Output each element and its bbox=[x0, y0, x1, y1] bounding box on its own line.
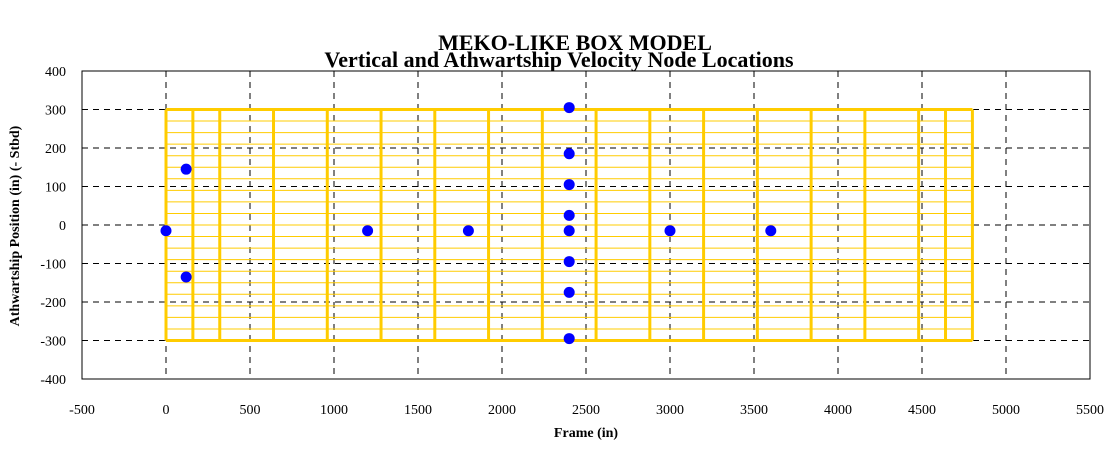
data-point bbox=[180, 163, 192, 175]
data-point bbox=[160, 225, 172, 237]
y-tick-label: -200 bbox=[40, 296, 66, 311]
data-point bbox=[563, 179, 575, 191]
data-point bbox=[563, 148, 575, 160]
x-tick-label: 5500 bbox=[1076, 403, 1104, 418]
box-model bbox=[164, 108, 974, 342]
x-tick-label: 1500 bbox=[404, 403, 432, 418]
y-tick-labels: 400 300 200 100 0 -100 -200 -300 -400 bbox=[40, 65, 66, 388]
y-tick-label: -400 bbox=[40, 373, 66, 388]
chart-subtitle: Vertical and Athwartship Velocity Node L… bbox=[324, 47, 794, 72]
x-tick-label: 2000 bbox=[488, 403, 516, 418]
x-tick-label: 4500 bbox=[908, 403, 936, 418]
chart-title: MEKO-LIKE BOX MODEL bbox=[438, 30, 712, 55]
data-point bbox=[563, 286, 575, 298]
data-point bbox=[462, 225, 474, 237]
y-tick-label: 100 bbox=[45, 181, 66, 196]
data-point bbox=[563, 209, 575, 221]
y-tick-label: 300 bbox=[45, 104, 66, 119]
x-axis-label: Frame (in) bbox=[554, 426, 618, 441]
y-tick-label: 200 bbox=[45, 142, 66, 157]
y-tick-label: 0 bbox=[59, 219, 66, 234]
y-tick-label: 400 bbox=[45, 65, 66, 80]
x-tick-label: 4000 bbox=[824, 403, 852, 418]
data-point bbox=[563, 225, 575, 237]
x-tick-label: 5000 bbox=[992, 403, 1020, 418]
data-point bbox=[362, 225, 374, 237]
data-point bbox=[563, 256, 575, 268]
x-tick-label: 1000 bbox=[320, 403, 348, 418]
x-tick-label: 2500 bbox=[572, 403, 600, 418]
data-point bbox=[664, 225, 676, 237]
x-tick-label: 0 bbox=[163, 403, 170, 418]
x-tick-labels: -500 0 500 1000 1500 2000 2500 3000 3500 4000 4500… bbox=[69, 403, 1104, 418]
data-point bbox=[563, 102, 575, 114]
data-point bbox=[563, 333, 575, 345]
data-point bbox=[180, 271, 192, 283]
y-axis-label: Athwartship Position (in) (- Stbd) bbox=[8, 125, 23, 326]
y-tick-label: -300 bbox=[40, 335, 66, 350]
x-tick-label: 3000 bbox=[656, 403, 684, 418]
x-tick-label: 500 bbox=[240, 403, 261, 418]
plot-area-frame bbox=[81, 70, 1091, 380]
y-tick-label: -100 bbox=[40, 258, 66, 273]
x-tick-label: -500 bbox=[69, 403, 95, 418]
x-tick-label: 3500 bbox=[740, 403, 768, 418]
data-point bbox=[765, 225, 777, 237]
data-points bbox=[160, 102, 777, 345]
